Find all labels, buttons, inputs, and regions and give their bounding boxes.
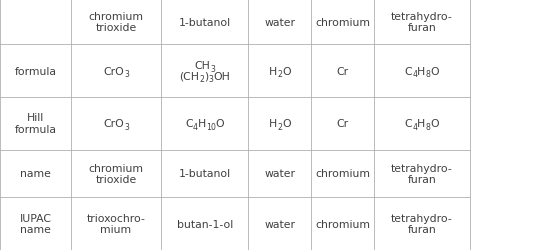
Text: water: water — [264, 169, 295, 179]
Text: C: C — [405, 66, 412, 76]
Text: 4: 4 — [412, 122, 417, 131]
Text: 1-butanol: 1-butanol — [179, 169, 231, 179]
Text: 3: 3 — [210, 65, 215, 74]
Text: ): ) — [204, 71, 209, 81]
Text: water: water — [264, 219, 295, 229]
Text: Cr: Cr — [336, 119, 349, 129]
Text: C: C — [405, 119, 412, 129]
Text: Hill
formula: Hill formula — [15, 113, 56, 134]
Text: O: O — [430, 119, 439, 129]
Text: name: name — [20, 169, 51, 179]
Text: tetrahydro-
furan: tetrahydro- furan — [391, 163, 453, 184]
Text: CrO: CrO — [103, 66, 124, 76]
Text: O: O — [216, 119, 224, 129]
Text: C: C — [185, 119, 193, 129]
Text: OH: OH — [213, 71, 230, 81]
Text: 2: 2 — [277, 122, 282, 131]
Text: H: H — [417, 119, 425, 129]
Text: (CH: (CH — [179, 71, 199, 81]
Text: chromium
trioxide: chromium trioxide — [88, 163, 144, 184]
Text: chromium: chromium — [315, 219, 370, 229]
Text: chromium
trioxide: chromium trioxide — [88, 12, 144, 33]
Text: H: H — [269, 119, 277, 129]
Text: H: H — [269, 66, 277, 76]
Text: O: O — [430, 66, 439, 76]
Text: butan-1-ol: butan-1-ol — [176, 219, 233, 229]
Text: tetrahydro-
furan: tetrahydro- furan — [391, 213, 453, 234]
Text: IUPAC
name: IUPAC name — [20, 213, 51, 234]
Text: 3: 3 — [124, 70, 129, 79]
Text: water: water — [264, 18, 295, 28]
Text: 3: 3 — [124, 122, 129, 131]
Text: Cr: Cr — [336, 66, 349, 76]
Text: 10: 10 — [206, 122, 216, 131]
Text: chromium: chromium — [315, 169, 370, 179]
Text: 2: 2 — [277, 70, 282, 79]
Text: tetrahydro-
furan: tetrahydro- furan — [391, 12, 453, 33]
Text: formula: formula — [15, 66, 56, 76]
Text: 1-butanol: 1-butanol — [179, 18, 231, 28]
Text: CH: CH — [194, 61, 210, 71]
Text: 8: 8 — [425, 122, 430, 131]
Text: 3: 3 — [209, 75, 213, 84]
Text: CrO: CrO — [103, 119, 124, 129]
Text: trioxochro-
mium: trioxochro- mium — [87, 213, 145, 234]
Text: H: H — [198, 119, 206, 129]
Text: 4: 4 — [193, 122, 198, 131]
Text: chromium: chromium — [315, 18, 370, 28]
Text: 8: 8 — [425, 70, 430, 79]
Text: 4: 4 — [412, 70, 417, 79]
Text: H: H — [417, 66, 425, 76]
Text: O: O — [282, 119, 290, 129]
Text: O: O — [282, 66, 290, 76]
Text: 2: 2 — [199, 75, 204, 84]
